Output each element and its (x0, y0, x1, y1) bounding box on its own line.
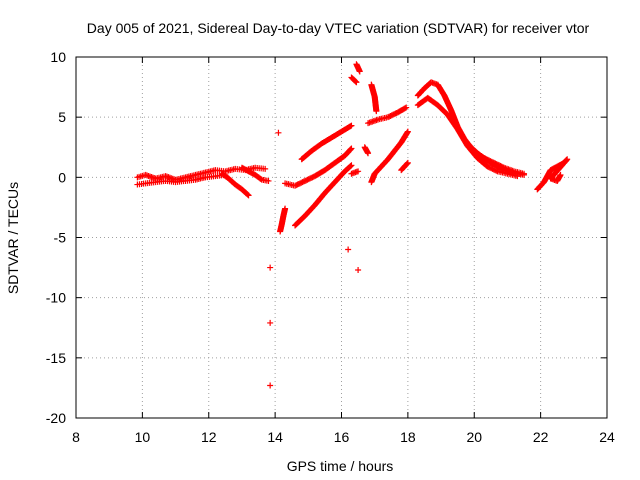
x-tick-label: 12 (201, 429, 217, 445)
series-arc-h (298, 122, 355, 163)
data-point (402, 105, 409, 112)
x-tick-label: 18 (400, 429, 416, 445)
data-point (347, 162, 354, 169)
series-arc-p (361, 144, 372, 157)
data-point (521, 170, 528, 177)
data-point (353, 79, 360, 86)
series-arc-i (292, 162, 355, 229)
data-point (557, 171, 564, 178)
data-point (348, 145, 355, 152)
data-point (262, 165, 269, 172)
y-tick-label: 0 (58, 169, 66, 185)
data-point (347, 146, 354, 153)
data-point (244, 191, 251, 198)
series-arc-g (282, 145, 355, 189)
y-tick-label: -10 (46, 290, 66, 306)
series-arc-e (267, 264, 274, 389)
series-arc-q (398, 159, 411, 174)
x-tick-label: 8 (72, 429, 80, 445)
y-tick-labels: 10 5 0 -5 -10 -15 -20 (46, 49, 66, 426)
series-arc-u (534, 156, 571, 193)
data-point (348, 122, 355, 129)
x-tick-label: 14 (267, 429, 283, 445)
series-arc-k (348, 168, 362, 177)
data-points (134, 61, 571, 389)
y-tick-label: 10 (50, 49, 66, 65)
data-point (347, 146, 354, 153)
plot-frame (75, 56, 608, 419)
x-tick-label: 20 (466, 429, 482, 445)
data-point (347, 123, 354, 130)
data-point (265, 177, 272, 184)
y-tick-label: -15 (46, 350, 66, 366)
series-arc-m (368, 128, 411, 186)
series-arc-r (414, 79, 528, 178)
data-point (275, 129, 282, 136)
data-point (404, 159, 411, 166)
x-axis-label: GPS time / hours (287, 458, 394, 474)
data-point (352, 78, 359, 85)
data-point (267, 382, 274, 389)
series-arc-l (353, 61, 363, 75)
data-point (245, 192, 252, 199)
x-tick-label: 10 (135, 429, 151, 445)
x-tick-labels: 8 10 12 14 16 18 20 22 24 (72, 429, 615, 445)
series-arc-n (365, 104, 410, 127)
data-point (373, 108, 380, 115)
series-arc-t (471, 149, 528, 177)
series-arc-d (238, 164, 272, 184)
data-point (499, 164, 506, 171)
x-tick-label: 24 (599, 429, 615, 445)
y-axis-label: SDTVAR / TECUs (5, 182, 21, 294)
x-tick-label: 16 (334, 429, 350, 445)
gridlines (76, 57, 607, 418)
series-arc-j (345, 74, 362, 273)
data-point (365, 150, 372, 157)
y-tick-label: -5 (54, 230, 67, 246)
y-tick-label: -20 (46, 410, 66, 426)
data-point (403, 104, 410, 111)
data-point (355, 266, 362, 273)
data-point (267, 264, 274, 271)
data-point (345, 246, 352, 253)
data-point (282, 205, 289, 212)
series-arc-o (368, 81, 380, 115)
data-point (404, 128, 411, 135)
data-point (348, 162, 355, 169)
x-tick-label: 22 (533, 429, 549, 445)
data-point (356, 68, 363, 75)
data-point (257, 176, 264, 183)
series-arc-c (219, 170, 252, 199)
data-point (267, 319, 274, 326)
series-arc-f (275, 129, 289, 235)
data-point (493, 167, 500, 174)
chart-title: Day 005 of 2021, Sidereal Day-to-day VTE… (87, 20, 590, 36)
y-tick-label: 5 (58, 109, 66, 125)
data-point (404, 160, 411, 167)
data-point (355, 168, 362, 175)
